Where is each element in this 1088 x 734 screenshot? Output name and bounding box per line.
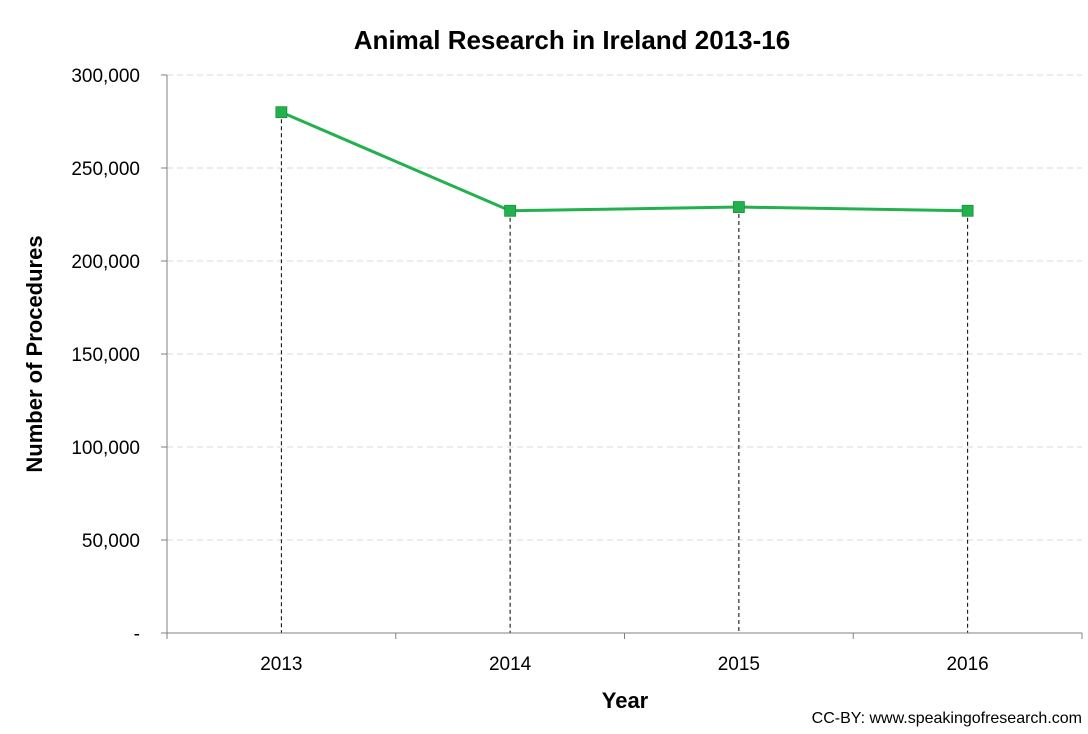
x-tick-label: 2015	[718, 654, 760, 675]
y-tick-label: 100,000	[71, 438, 140, 459]
credit-text: CC-BY: www.speakingofresearch.com	[812, 710, 1082, 727]
drop-lines	[280, 112, 969, 633]
data-point-marker	[504, 204, 517, 217]
y-tick-label: 300,000	[71, 66, 140, 87]
x-tick-labels: 2013 2014 2015 2016	[260, 654, 989, 675]
y-tick-label: 250,000	[71, 159, 140, 180]
axes	[161, 74, 1083, 639]
y-tick-label: -	[134, 624, 140, 645]
x-tick-label: 2013	[260, 654, 302, 675]
data-point-marker	[275, 106, 288, 119]
y-tick-labels: - 50,000 100,000 150,000 200,000 250,000 300,0…	[71, 66, 140, 645]
y-tick-label: 200,000	[71, 252, 140, 273]
data-point-marker	[732, 201, 745, 213]
series-procedures	[275, 106, 974, 217]
y-tick-label: 150,000	[71, 345, 140, 366]
y-tick-label: 50,000	[82, 531, 140, 552]
y-axis-label: Number of Procedures	[22, 235, 47, 472]
x-tick-label: 2014	[489, 654, 532, 675]
chart-title: Animal Research in Ireland 2013-16	[354, 25, 790, 55]
gridlines	[167, 74, 1082, 541]
x-tick-label: 2016	[946, 654, 988, 675]
data-point-marker	[961, 204, 974, 217]
x-axis-label: Year	[602, 688, 649, 713]
series-line	[280, 110, 968, 213]
